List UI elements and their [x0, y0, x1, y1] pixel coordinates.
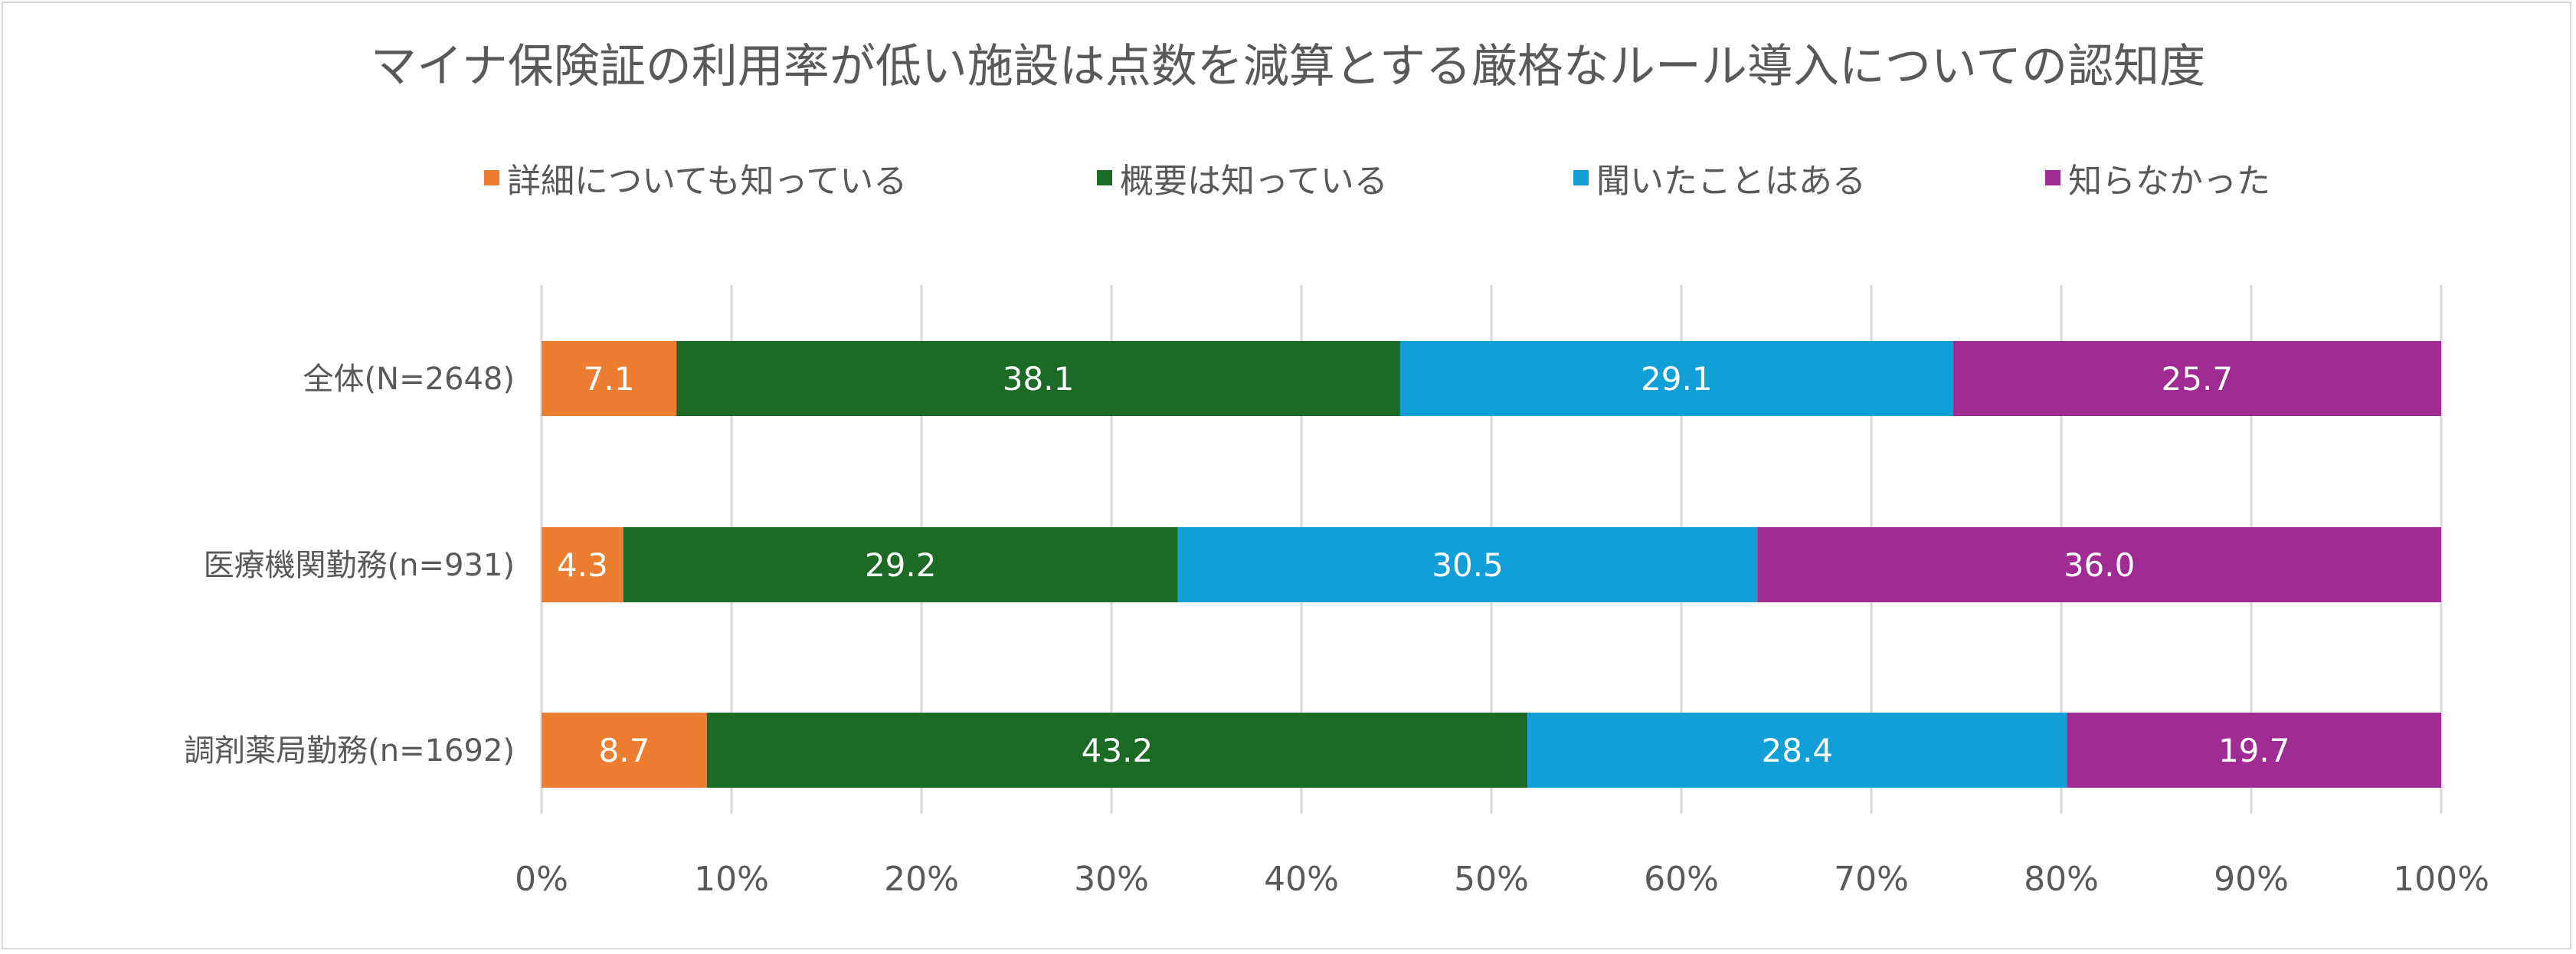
bar-segment-s4-c2 — [1757, 527, 2441, 602]
x-tick-label-0: 0% — [515, 860, 568, 899]
x-tick-label-2: 20% — [884, 860, 959, 899]
bar-segment-s1-c3 — [542, 713, 707, 788]
x-tick-label-8: 80% — [2024, 860, 2099, 899]
x-tick-label-7: 70% — [1834, 860, 1909, 899]
x-tick-label-3: 30% — [1074, 860, 1149, 899]
legend-label-series-3: 聞いたことはある — [1596, 162, 1866, 201]
legend-item-series-3: 聞いたことはある — [1573, 155, 1866, 201]
data-label-s3-c1: 29.1 — [1641, 360, 1713, 398]
data-label-s1-c1: 7.1 — [584, 360, 635, 398]
data-label-s3-c2: 30.5 — [1432, 546, 1504, 584]
x-tick-label-1: 10% — [694, 860, 769, 899]
legend-label-series-1: 詳細についても知っている — [507, 162, 908, 201]
x-tick-label-6: 60% — [1644, 860, 1719, 899]
legend-item-series-4: 知らなかった — [2045, 155, 2270, 201]
bar-segment-s4-c1 — [1952, 341, 2441, 416]
x-tick-label-10: 100% — [2393, 860, 2489, 899]
legend-item-series-2: 概要は知っている — [1097, 155, 1388, 201]
legend-item-series-1: 詳細についても知っている — [484, 155, 907, 201]
data-label-s4-c3: 19.7 — [2218, 732, 2290, 769]
x-tick-label-5: 50% — [1454, 860, 1529, 899]
bar-segment-s3-c2 — [1177, 527, 1758, 602]
bar-segment-s1-c1 — [542, 341, 677, 416]
category-label-2: 調剤薬局勤務(n=1692) — [184, 733, 515, 769]
bar-segment-s2-c2 — [623, 527, 1178, 602]
data-label-s4-c2: 36.0 — [2064, 546, 2136, 584]
data-label-s1-c2: 4.3 — [557, 546, 608, 584]
chart-title: マイナ保険証の利用率が低い施設は点数を減算とする厳格なルール導入についての認知度 — [370, 40, 2206, 93]
data-label-s2-c2: 29.2 — [865, 546, 937, 584]
x-tick-label-4: 40% — [1264, 860, 1339, 899]
legend-swatch-series-1 — [484, 170, 499, 185]
category-label-1: 医療機関勤務(n=931) — [204, 548, 515, 583]
x-tick-label-9: 90% — [2214, 860, 2289, 899]
data-label-s4-c1: 25.7 — [2162, 360, 2234, 398]
bar-segment-s3-c3 — [1527, 713, 2067, 788]
bar-segment-s4-c3 — [2067, 713, 2441, 788]
bar-segment-s2-c3 — [706, 713, 1528, 788]
legend-label-series-2: 概要は知っている — [1120, 162, 1388, 201]
data-label-s2-c1: 38.1 — [1003, 360, 1075, 398]
legend-label-series-4: 知らなかった — [2068, 162, 2270, 201]
data-label-s2-c3: 43.2 — [1082, 732, 1154, 769]
legend-swatch-series-3 — [1573, 170, 1589, 185]
legend-swatch-series-2 — [1097, 170, 1112, 185]
bar-segment-s2-c1 — [676, 341, 1400, 416]
data-label-s3-c3: 28.4 — [1762, 732, 1834, 769]
legend-swatch-series-4 — [2045, 170, 2060, 185]
category-label-0: 全体(N=2648) — [303, 362, 515, 397]
data-label-s1-c3: 8.7 — [598, 732, 650, 769]
bar-segment-s1-c2 — [542, 527, 624, 602]
bar-segment-s3-c1 — [1399, 341, 1953, 416]
